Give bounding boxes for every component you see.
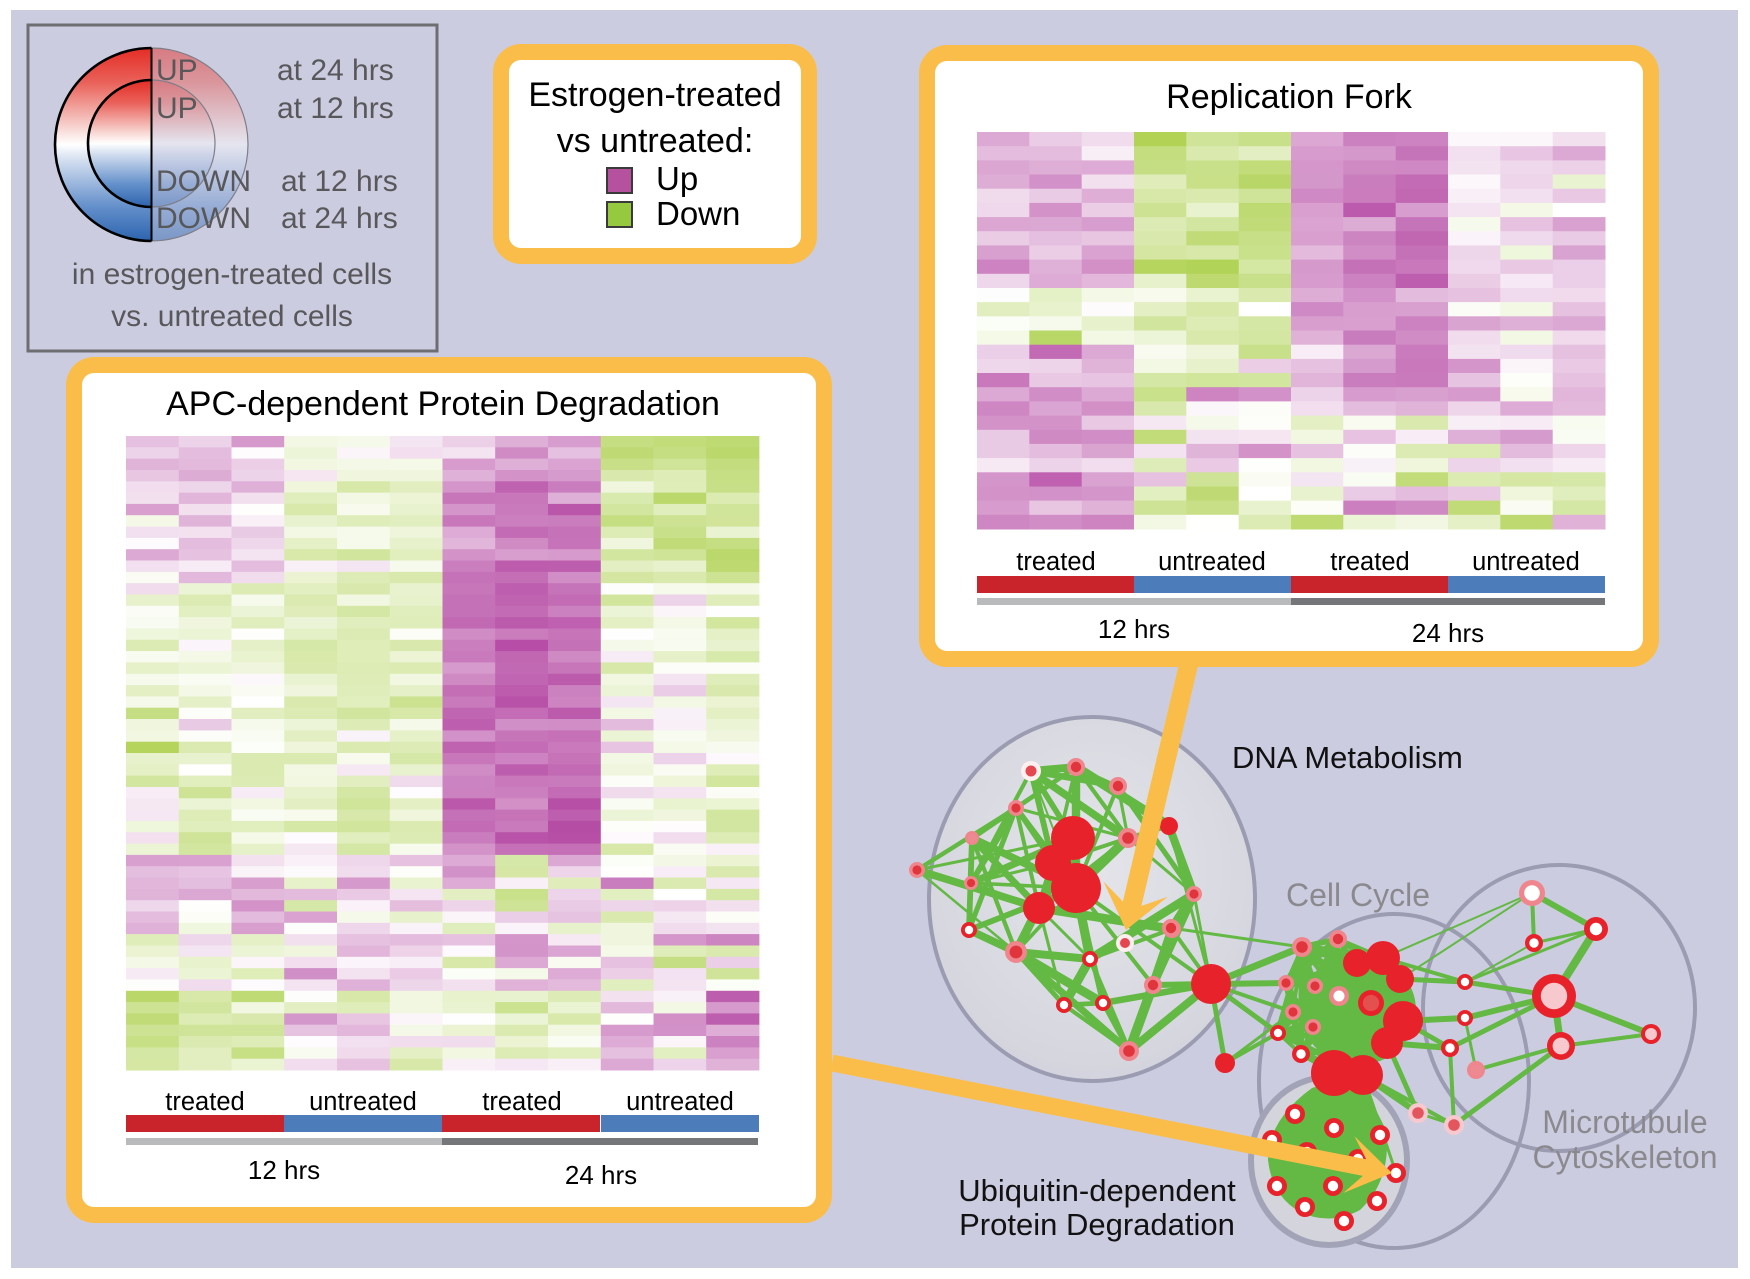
svg-text:at 12 hrs: at 12 hrs <box>281 165 398 198</box>
svg-text:Up: Up <box>656 160 698 197</box>
svg-text:at 24 hrs: at 24 hrs <box>277 54 394 87</box>
svg-text:at 12 hrs: at 12 hrs <box>277 92 394 125</box>
svg-text:at 24 hrs: at 24 hrs <box>281 202 398 235</box>
svg-text:untreated: untreated <box>626 1088 734 1116</box>
svg-text:Cell Cycle: Cell Cycle <box>1286 877 1430 913</box>
svg-text:untreated: untreated <box>1158 548 1266 576</box>
svg-text:12 hrs: 12 hrs <box>1098 614 1170 644</box>
svg-text:24 hrs: 24 hrs <box>1412 618 1484 648</box>
svg-text:untreated: untreated <box>309 1088 417 1116</box>
svg-text:treated: treated <box>482 1088 561 1116</box>
svg-text:untreated: untreated <box>1472 548 1580 576</box>
svg-text:12 hrs: 12 hrs <box>248 1155 320 1185</box>
svg-text:Replication Fork: Replication Fork <box>1166 78 1413 116</box>
svg-text:treated: treated <box>1330 548 1409 576</box>
svg-text:vs untreated:: vs untreated: <box>557 122 754 160</box>
svg-text:Ubiquitin-dependent: Ubiquitin-dependent <box>958 1173 1236 1208</box>
svg-text:UP: UP <box>156 92 198 125</box>
svg-text:Protein Degradation: Protein Degradation <box>959 1207 1235 1242</box>
svg-text:in estrogen-treated cells: in estrogen-treated cells <box>72 258 392 291</box>
svg-text:vs. untreated cells: vs. untreated cells <box>111 300 353 333</box>
svg-text:Down: Down <box>656 195 740 232</box>
svg-text:Cytoskeleton: Cytoskeleton <box>1533 1139 1718 1175</box>
svg-text:Microtubule: Microtubule <box>1542 1104 1707 1140</box>
svg-text:DOWN: DOWN <box>156 165 251 198</box>
svg-text:treated: treated <box>165 1088 244 1116</box>
svg-text:DNA Metabolism: DNA Metabolism <box>1232 740 1463 775</box>
svg-text:24 hrs: 24 hrs <box>565 1160 637 1190</box>
svg-text:treated: treated <box>1016 548 1095 576</box>
svg-text:Estrogen-treated: Estrogen-treated <box>528 76 781 114</box>
svg-text:UP: UP <box>156 54 198 87</box>
svg-text:DOWN: DOWN <box>156 202 251 235</box>
svg-text:APC-dependent Protein Degradat: APC-dependent Protein Degradation <box>166 385 720 423</box>
